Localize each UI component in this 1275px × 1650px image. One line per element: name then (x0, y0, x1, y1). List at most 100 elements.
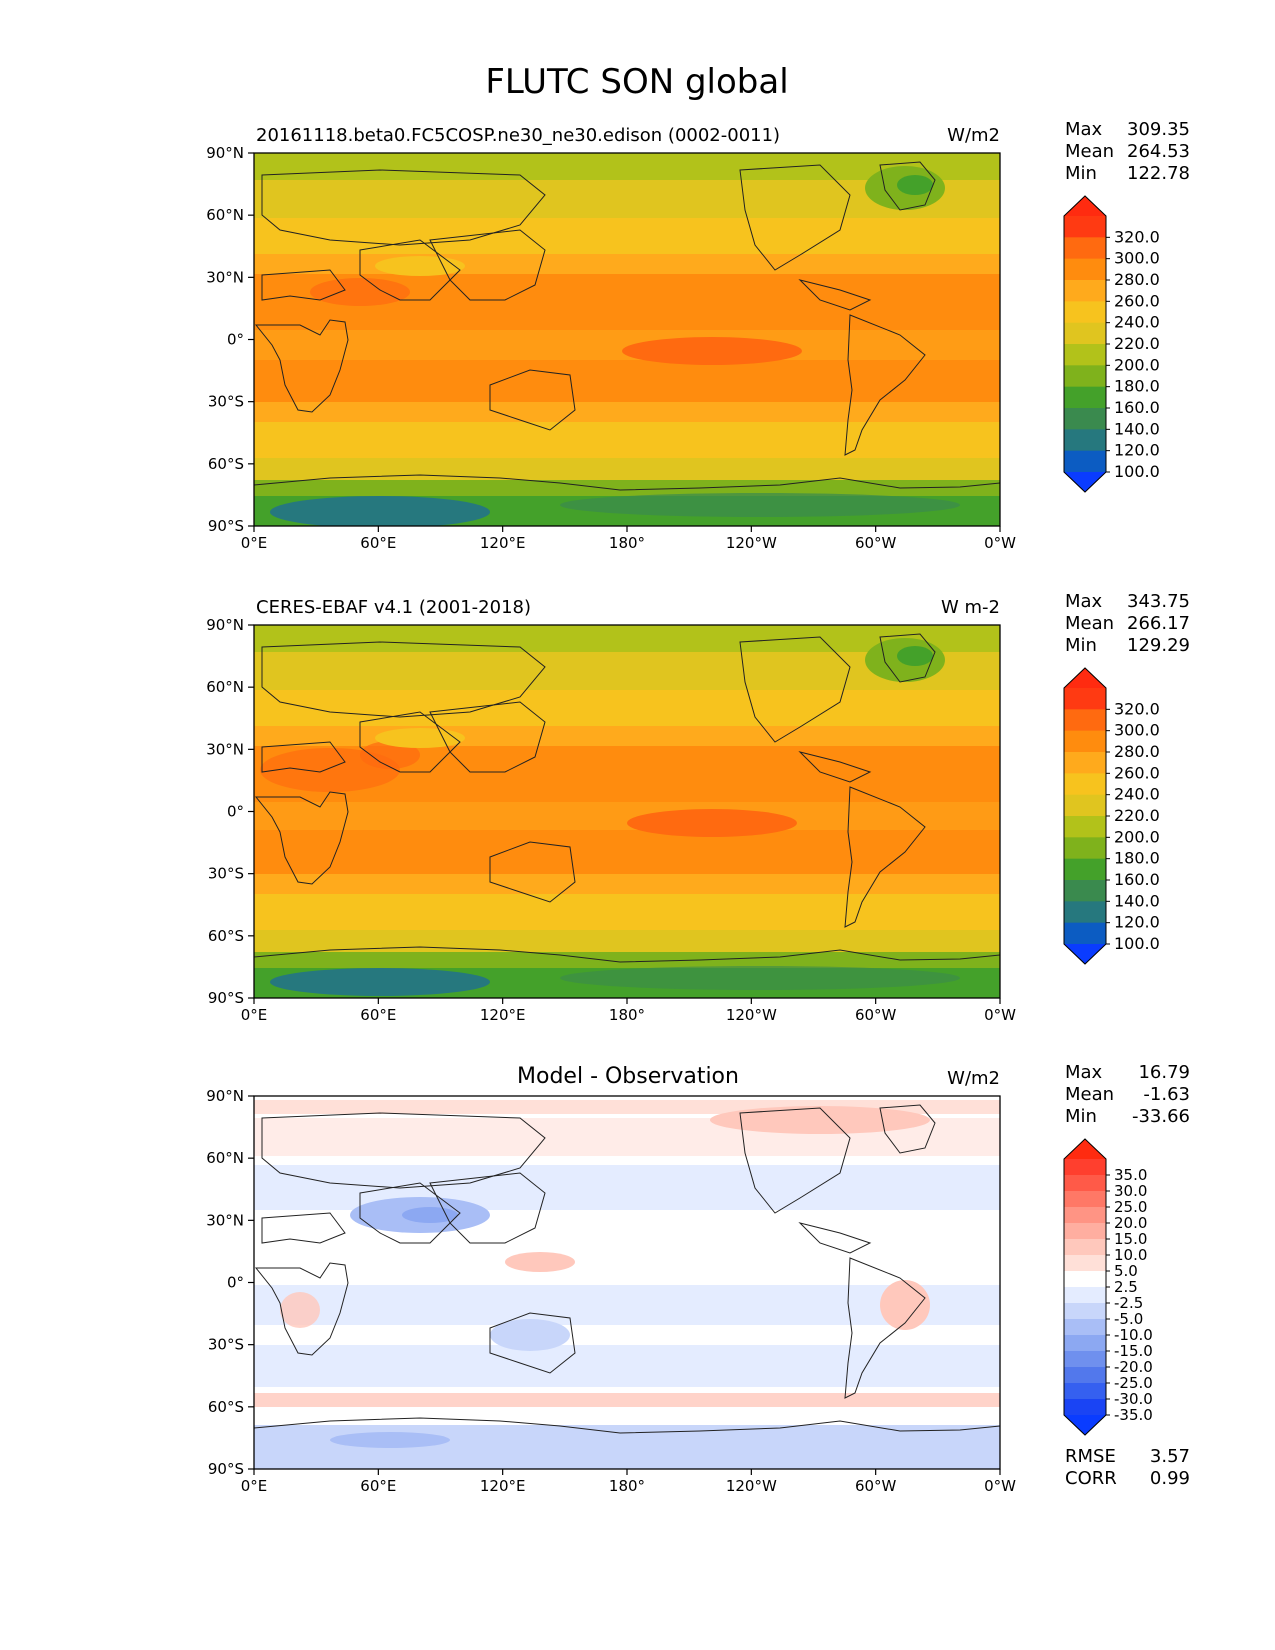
colorbar-segment (1064, 858, 1106, 881)
lon-tick-label: 0°W (984, 534, 1016, 552)
colorbar-segment (1064, 816, 1106, 838)
lon-tick-label: 0°W (984, 1477, 1016, 1495)
tibet-low (375, 728, 465, 748)
colorbar-segment (1064, 1399, 1106, 1416)
colorbar-segment (1064, 429, 1106, 452)
colorbar-label: 30.0 (1114, 1182, 1147, 1200)
colorbar-label: 100.0 (1114, 462, 1160, 481)
lon-tick-label: 120°E (480, 1006, 526, 1024)
colorbar-label: -10.0 (1114, 1326, 1153, 1344)
colorbar-segment (1064, 1159, 1106, 1176)
stat-value-mean: 264.53 (1127, 141, 1190, 162)
map-field (254, 1096, 1000, 1469)
colorbar-label: 140.0 (1114, 891, 1160, 910)
lon-tick-label: 0°E (241, 1477, 268, 1495)
lon-tick-label: 60°E (360, 534, 396, 552)
colorbar-segment (1064, 1239, 1106, 1256)
panel-observation: CERES-EBAF v4.1 (2001-2018) W m-2 (206, 591, 1190, 1024)
diff-pacific-pos (505, 1252, 575, 1272)
colorbar: 35.030.025.020.015.010.05.02.5-2.5-5.0-1… (1063, 1138, 1153, 1436)
stat-value-min: 122.78 (1127, 163, 1190, 184)
band-eq (254, 802, 1000, 830)
lat-tick-label: 90°S (208, 989, 244, 1007)
antarctic-min (270, 496, 490, 526)
lon-tick-label: 180° (609, 1006, 645, 1024)
colorbar-label: -35.0 (1114, 1406, 1153, 1424)
band-45s (254, 422, 1000, 460)
lon-tick-label: 0°E (241, 534, 268, 552)
lon-tick-label: 60°E (360, 1006, 396, 1024)
colorbar-label: 320.0 (1114, 227, 1160, 246)
metric-label-corr: CORR (1065, 1468, 1117, 1489)
lat-tick-label: 60°N (206, 678, 244, 696)
lon-axis: 0°E 60°E 120°E 180° 120°W 60°W 0°W (241, 526, 1016, 552)
stat-value-min: 129.29 (1127, 635, 1190, 656)
colorbar: 320.0 300.0 280.0 260.0 240.0 220.0 200.0 180.0… (1063, 195, 1160, 493)
colorbar-label: 300.0 (1114, 721, 1160, 740)
colorbar-segment (1064, 1287, 1106, 1304)
colorbar-label: 120.0 (1114, 441, 1160, 460)
colorbar-extend-bottom (1064, 472, 1106, 492)
coastlines (254, 161, 1000, 491)
colorbar-segment (1064, 794, 1106, 817)
metric-label-rmse: RMSE (1065, 1446, 1116, 1467)
colorbar-segment (1064, 344, 1106, 366)
band-60s (254, 458, 1000, 482)
band-30s (254, 874, 1000, 896)
colorbar-segment (1064, 752, 1106, 774)
sahara-max (310, 278, 410, 306)
colorbar-label: 280.0 (1114, 742, 1160, 761)
colorbar-label: 160.0 (1114, 870, 1160, 889)
colorbar-label: 25.0 (1114, 1198, 1147, 1216)
stat-label-max: Max (1065, 1062, 1103, 1083)
lon-tick-label: 120°E (480, 534, 526, 552)
colorbar-segment (1064, 1271, 1106, 1288)
colorbar-label: 260.0 (1114, 291, 1160, 310)
stat-label-max: Max (1065, 119, 1103, 140)
diff-npac-pos (710, 1106, 930, 1134)
colorbar-segment (1064, 1207, 1106, 1224)
lon-tick-label: 60°W (855, 1006, 897, 1024)
lat-tick-label: 30°S (208, 865, 244, 883)
colorbar-label: 35.0 (1114, 1166, 1147, 1184)
panel-title: 20161118.beta0.FC5COSP.ne30_ne30.edison … (256, 125, 780, 146)
lat-tick-label: 30°N (206, 740, 244, 758)
colorbar-segment (1064, 408, 1106, 430)
band-45n (254, 726, 1000, 748)
lon-tick-label: 120°E (480, 1477, 526, 1495)
diff-australia-neg (490, 1319, 570, 1351)
lat-tick-label: 30°N (206, 268, 244, 286)
colorbar-segment (1064, 1303, 1106, 1320)
colorbar-label: 2.5 (1114, 1278, 1138, 1296)
arabia-max (360, 741, 420, 769)
colorbar-segment (1064, 258, 1106, 281)
colorbar-label: 200.0 (1114, 355, 1160, 374)
figure-title: FLUTC SON global (485, 62, 788, 102)
colorbar-label: -25.0 (1114, 1374, 1153, 1392)
greenland-core (897, 646, 933, 666)
colorbar-extend-top (1064, 1139, 1106, 1159)
colorbar-segment (1064, 1335, 1106, 1352)
lon-tick-label: 60°E (360, 1477, 396, 1495)
coastlines (254, 633, 1000, 963)
lon-tick-label: 60°W (855, 1477, 897, 1495)
colorbar-segment (1064, 365, 1106, 388)
band-70s (254, 480, 1000, 498)
band-55n (254, 218, 1000, 256)
colorbar-label: 180.0 (1114, 849, 1160, 868)
lat-tick-label: 60°S (208, 1398, 244, 1416)
lat-tick-label: 60°N (206, 206, 244, 224)
band-30s (254, 402, 1000, 424)
stat-label-min: Min (1065, 1106, 1097, 1127)
stat-value-mean: -1.63 (1143, 1084, 1190, 1105)
antarctic-min (270, 968, 490, 996)
antarctic-green (560, 966, 960, 990)
lat-tick-label: 0° (227, 803, 244, 821)
colorbar-label: 300.0 (1114, 249, 1160, 268)
colorbar-segment (1064, 837, 1106, 860)
colorbar-label: 140.0 (1114, 419, 1160, 438)
colorbar-segment (1064, 1319, 1106, 1336)
panel-model: 20161118.beta0.FC5COSP.ne30_ne30.edison … (206, 119, 1190, 552)
map-field (254, 625, 1000, 998)
lon-tick-label: 120°W (726, 1477, 777, 1495)
